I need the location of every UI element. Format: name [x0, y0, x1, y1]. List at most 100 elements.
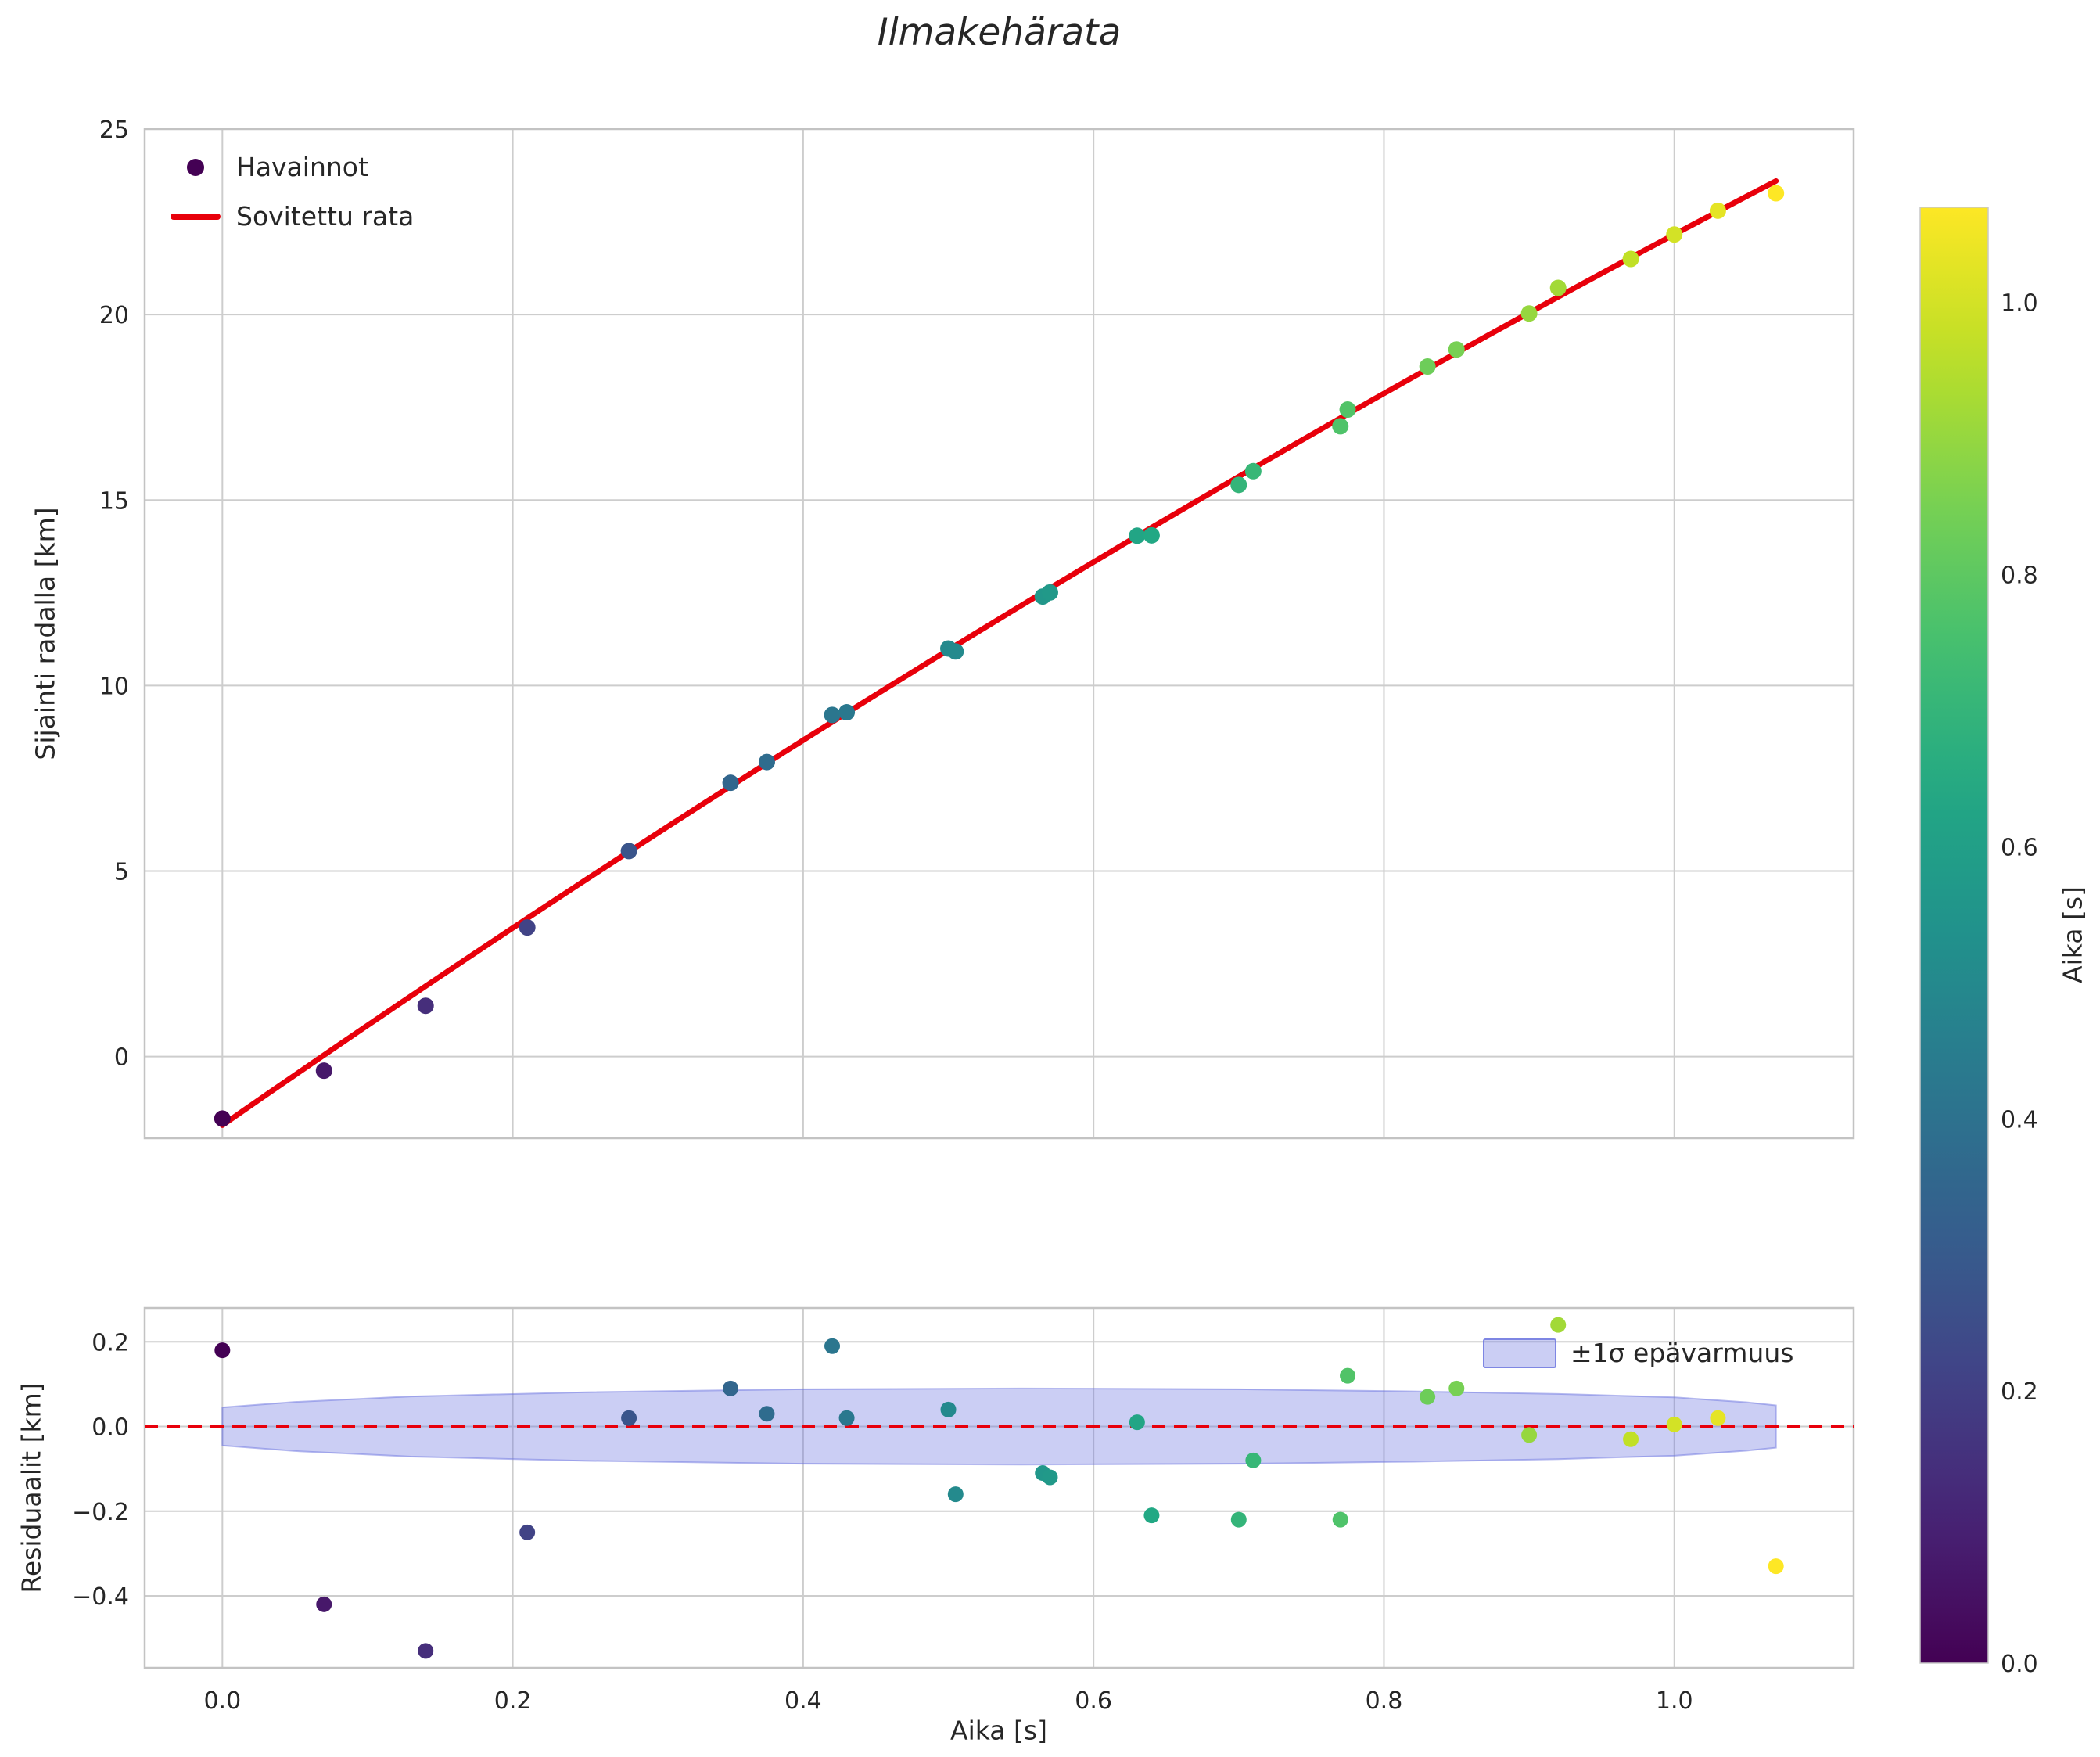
axes-frame [143, 128, 1855, 1140]
residual-point [1332, 1511, 1348, 1528]
tick-label: 0.4 [2001, 1106, 2038, 1134]
observation-point [1143, 526, 1160, 544]
residual-point [947, 1486, 964, 1503]
bottom-y-axis-label: Residuaalit [km] [16, 1382, 47, 1594]
residual-point [418, 1643, 434, 1659]
figure-title: Ilmakehärata [877, 11, 1122, 54]
colorbar-label: Aika [s] [2057, 886, 2088, 983]
observation-point [722, 774, 739, 792]
residual-point [1623, 1431, 1639, 1447]
residual-point [1521, 1427, 1538, 1443]
observation-point [947, 643, 964, 660]
tick-label: 0.4 [784, 1687, 822, 1715]
residual-point [1710, 1410, 1726, 1426]
residual-point [1666, 1416, 1682, 1432]
observation-point [620, 843, 637, 860]
tick-label: 1.0 [2001, 290, 2038, 318]
marker-box [171, 158, 221, 176]
observation-point [1709, 202, 1726, 219]
tick-label: 0.2 [92, 1329, 129, 1356]
uncertainty-band-icon [1483, 1338, 1556, 1368]
observation-point [1549, 279, 1567, 296]
residual-point [1245, 1452, 1262, 1468]
tick-label: 0.2 [494, 1687, 532, 1715]
observation-point [758, 753, 775, 771]
observation-point [1129, 527, 1146, 544]
observation-point [1622, 250, 1639, 268]
residual-point [723, 1380, 739, 1396]
residual-point [838, 1410, 855, 1426]
observation-point [214, 1110, 231, 1127]
residual-point [940, 1401, 957, 1417]
legend-item-fitted-line: Sovitettu rata [171, 201, 414, 232]
observation-point [1230, 476, 1247, 494]
residual-point [1340, 1367, 1356, 1384]
tick-label: 20 [99, 302, 129, 329]
residual-point [1448, 1380, 1465, 1396]
observation-point [1520, 305, 1538, 322]
tick-label: 0.8 [1366, 1687, 1403, 1715]
tick-label: 0 [114, 1044, 129, 1072]
trajectory-axes: 0 5 10 15 20 25 [99, 117, 1855, 1140]
observation-point [1041, 584, 1058, 601]
top-y-axis-label: Sijainti radalla [km] [30, 507, 61, 760]
residual-point [759, 1406, 775, 1422]
residual-point [1143, 1507, 1160, 1524]
observation-point [838, 704, 856, 721]
residual-point [1550, 1317, 1567, 1333]
tick-label: 0.0 [2001, 1651, 2038, 1678]
trajectory-legend: Havainnot Sovitettu rata [171, 152, 414, 232]
tick-label: 0.8 [2001, 562, 2038, 590]
residual-point [1042, 1469, 1058, 1486]
observation-point [315, 1062, 332, 1080]
tick-label: 5 [114, 859, 129, 886]
residual-point [824, 1338, 841, 1354]
observation-point [1448, 341, 1465, 358]
observation-point [1332, 418, 1349, 435]
tick-label: 1.0 [1656, 1687, 1693, 1715]
residual-point [316, 1596, 332, 1612]
observation-point [1244, 462, 1262, 480]
tick-label: −0.4 [72, 1583, 129, 1611]
tick-label: 0.0 [92, 1414, 129, 1442]
x-axis-label: Aika [s] [950, 1715, 1047, 1746]
observation-point [824, 706, 841, 724]
residual-point [214, 1342, 231, 1359]
residual-axes: 0.2 0.0 −0.2 −0.4 0.0 0.2 0.4 0.6 0.8 1.0 [72, 1306, 1855, 1715]
observation-point [1419, 358, 1436, 375]
observation-point [1339, 401, 1356, 419]
legend-label-uncertainty: ±1σ epävarmuus [1571, 1338, 1794, 1368]
observation-point [519, 919, 536, 936]
observation-point [1768, 185, 1785, 202]
observation-point [417, 997, 434, 1015]
tick-label: 25 [99, 117, 129, 144]
tick-label: 0.0 [203, 1687, 241, 1715]
residual-point [1230, 1511, 1247, 1528]
tick-label: 0.6 [1075, 1687, 1112, 1715]
axes-background [145, 129, 1854, 1138]
residual-point [621, 1410, 637, 1426]
observation-point [1666, 226, 1683, 243]
fitted-line [219, 178, 1779, 1128]
legend-label-fitted-line: Sovitettu rata [236, 201, 415, 232]
axes-background [145, 1308, 1854, 1668]
axes-frame [143, 1306, 1855, 1669]
tick-label: 0.6 [2001, 834, 2038, 861]
residual-point [1420, 1389, 1436, 1405]
residual-point [1768, 1558, 1784, 1575]
residual-point [1129, 1414, 1145, 1431]
fit-line-icon [171, 213, 221, 220]
tick-label: 15 [99, 487, 129, 515]
observations-marker-icon [187, 158, 204, 176]
legend-item-observations: Havainnot [171, 152, 414, 182]
tick-label: 10 [99, 673, 129, 700]
tick-label: 0.2 [2001, 1378, 2038, 1406]
residual-point [519, 1524, 536, 1540]
colorbar-gradient [1919, 207, 1989, 1664]
legend-label-observations: Havainnot [236, 152, 368, 182]
tick-label: −0.2 [72, 1499, 129, 1526]
residual-legend: ±1σ epävarmuus [1483, 1338, 1793, 1368]
colorbar: 0.0 0.2 0.4 0.6 0.8 1.0 [1919, 207, 2038, 1678]
